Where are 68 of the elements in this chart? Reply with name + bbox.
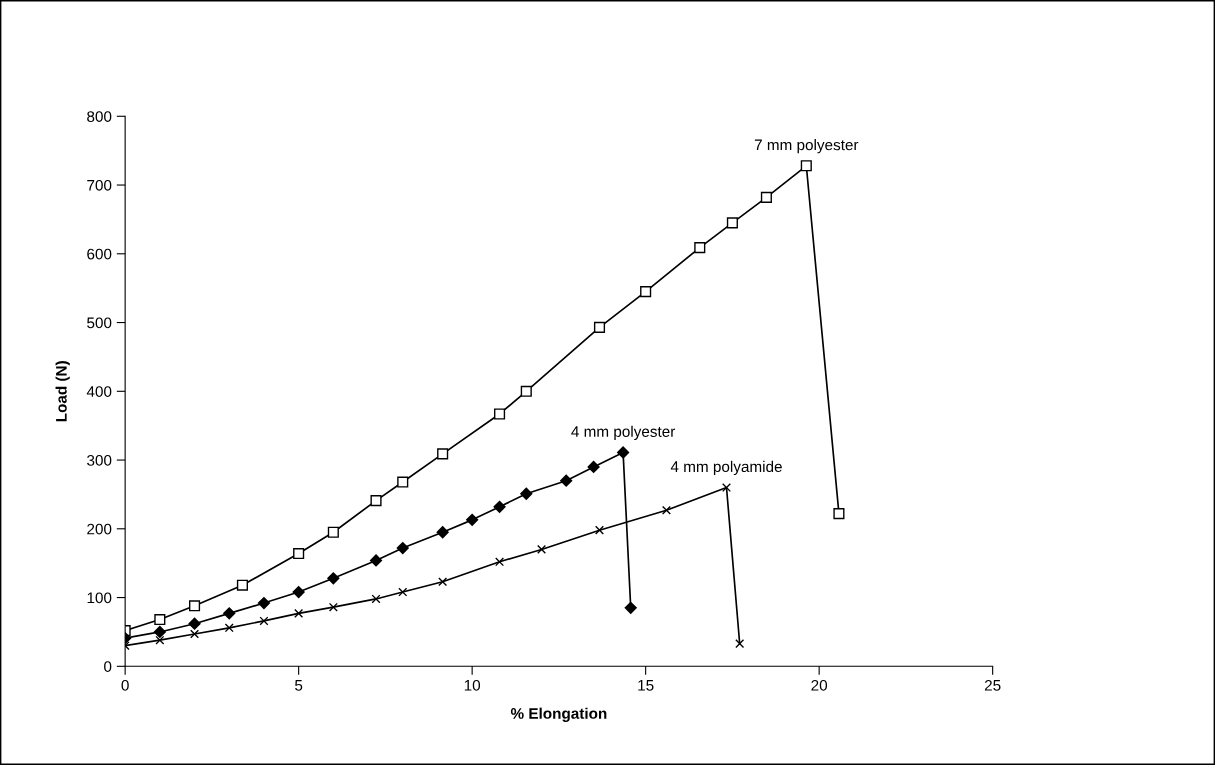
point — [327, 572, 340, 585]
series-label: 4 mm polyester — [571, 425, 676, 440]
point — [155, 635, 165, 645]
x-tick-label: 20 — [811, 679, 828, 691]
point — [328, 602, 338, 612]
y-tick-label: 500 — [87, 317, 112, 329]
point — [398, 587, 408, 597]
point — [721, 483, 732, 493]
point — [616, 446, 630, 459]
point — [694, 242, 706, 254]
point — [371, 594, 381, 604]
point — [640, 286, 652, 298]
point — [223, 607, 236, 620]
point — [257, 596, 271, 610]
point — [833, 508, 845, 520]
point — [293, 548, 305, 560]
point — [327, 526, 339, 538]
point — [154, 614, 166, 626]
series-label: 4 mm polyamide — [670, 460, 782, 476]
point — [190, 629, 200, 639]
point — [560, 474, 573, 487]
y-tick-label: 700 — [87, 179, 112, 191]
point — [438, 577, 448, 587]
series-label: 7 mm polyester — [754, 139, 859, 154]
x-tick-label: 10 — [464, 679, 481, 691]
x-tick-label: 5 — [295, 680, 303, 691]
point — [188, 617, 201, 630]
y-tick-label: 100 — [87, 592, 112, 604]
point — [587, 460, 600, 474]
point — [520, 487, 533, 500]
y-tick-label: 300 — [87, 454, 112, 466]
point — [594, 525, 605, 535]
x-tick-label: 25 — [984, 679, 1001, 691]
point — [735, 639, 745, 649]
point — [236, 579, 248, 591]
x-tick-label: 15 — [638, 680, 654, 691]
y-tick-label: 0 — [104, 661, 112, 672]
point — [396, 541, 409, 555]
point — [153, 625, 166, 639]
point — [537, 544, 547, 554]
point — [188, 600, 201, 612]
y-axis-title: Load (N) — [55, 361, 70, 422]
y-tick-label: 400 — [86, 386, 112, 397]
point — [259, 616, 269, 626]
point — [494, 408, 506, 420]
point — [294, 608, 304, 618]
point — [661, 505, 671, 515]
point — [520, 385, 532, 397]
x-tick-label: 0 — [121, 679, 129, 691]
y-tick-label: 600 — [87, 248, 112, 260]
point — [593, 321, 606, 333]
point — [224, 623, 234, 633]
point — [760, 191, 772, 203]
point — [726, 217, 738, 229]
point — [624, 601, 637, 614]
point — [397, 476, 409, 488]
point — [292, 585, 305, 599]
point — [437, 448, 449, 460]
y-tick-label: 200 — [87, 523, 112, 535]
x-axis-title: % Elongation — [510, 707, 607, 722]
y-tick-label: 800 — [87, 111, 112, 122]
point — [369, 554, 383, 567]
point — [493, 500, 506, 513]
point — [495, 557, 505, 567]
point — [800, 160, 812, 172]
point — [370, 495, 382, 507]
point — [466, 513, 479, 526]
point — [436, 526, 449, 539]
